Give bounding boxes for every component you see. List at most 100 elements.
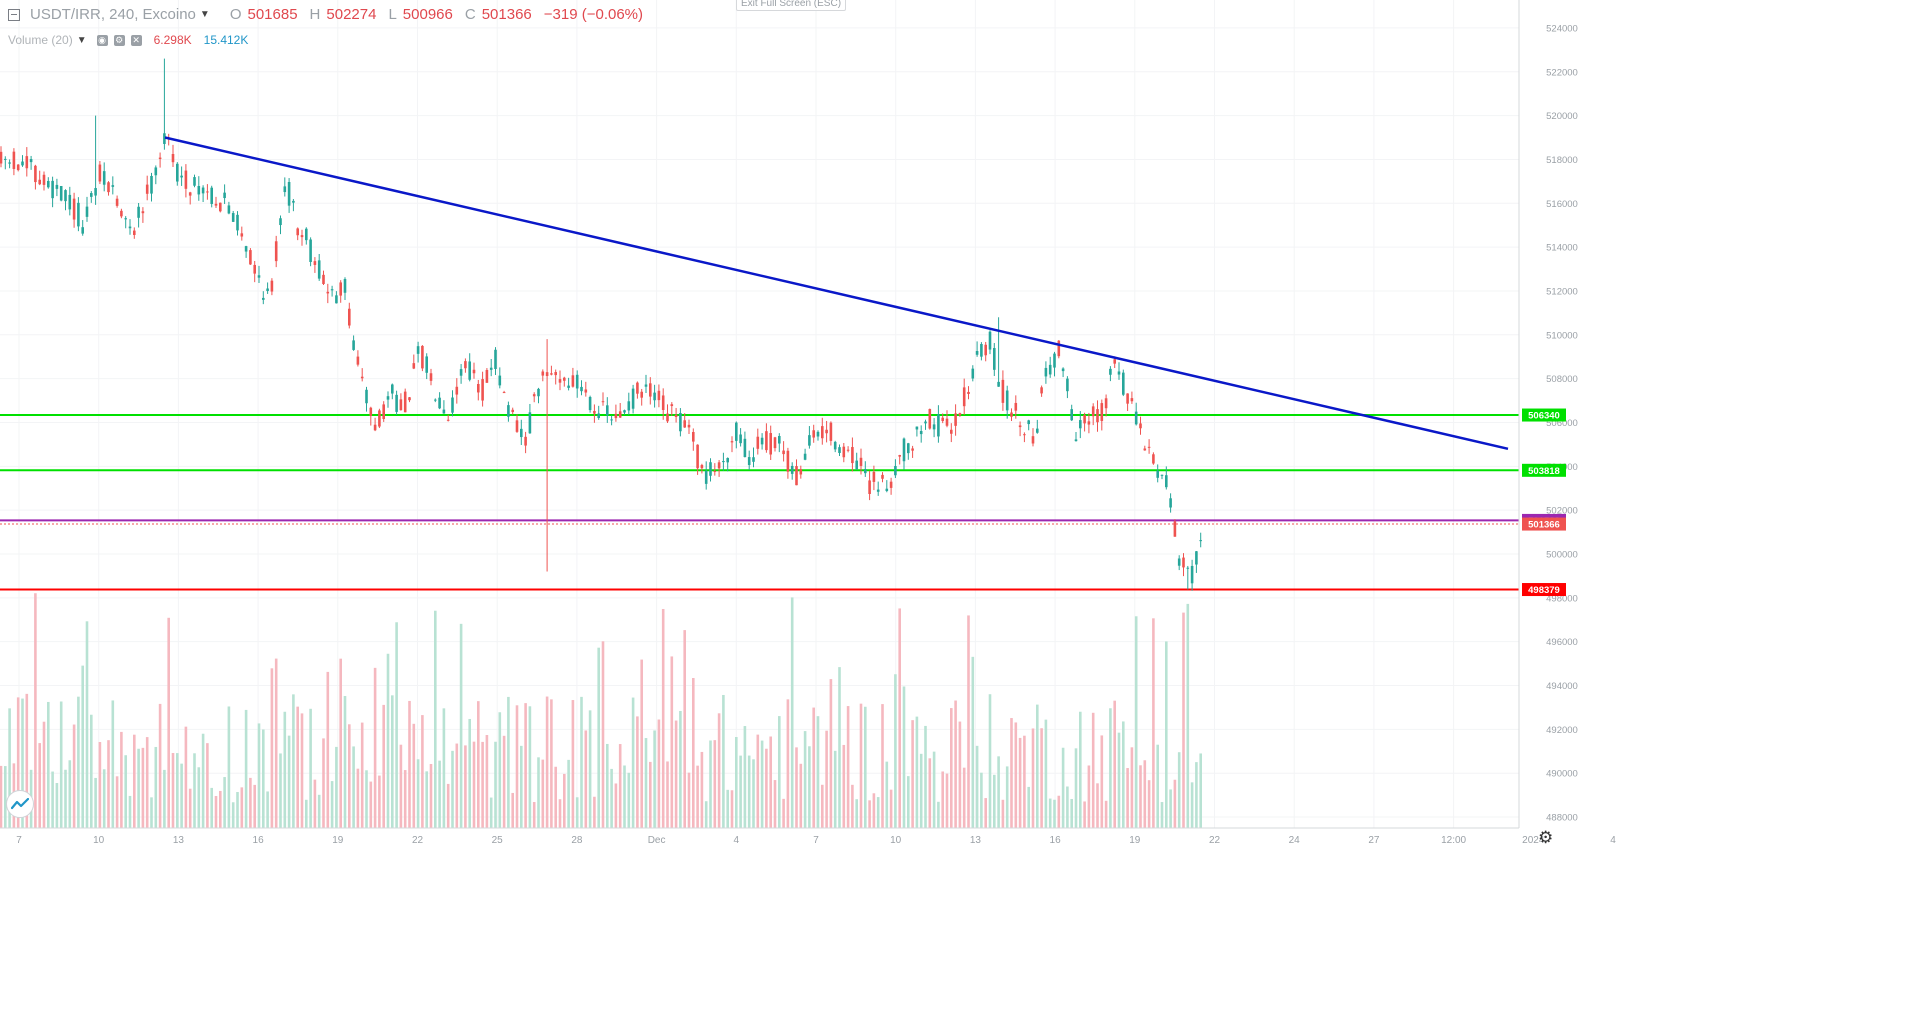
volume-chevron-icon[interactable]: ▼: [76, 34, 87, 46]
candle: [102, 162, 106, 192]
volume-bar: [434, 610, 437, 828]
price-tick-label: 496000: [1546, 637, 1578, 648]
volume-bar: [1143, 760, 1147, 828]
candle: [696, 444, 699, 475]
candle: [223, 184, 226, 204]
volume-bar: [588, 710, 592, 828]
volume-bar: [696, 765, 699, 828]
volume-bar: [1195, 762, 1198, 828]
candle: [924, 419, 927, 430]
volume-bar: [541, 759, 545, 828]
volume-bar: [1139, 765, 1142, 828]
candle: [1199, 532, 1202, 548]
candle: [1048, 356, 1052, 378]
time-axis[interactable]: 7 10 13 16 19 22 25 28 Dec 4 7 10 13 16 19 22 24 27 12:00 2…: [16, 835, 1616, 846]
candle: [214, 196, 218, 208]
candle: [408, 397, 411, 403]
volume-bar: [137, 748, 140, 828]
candle: [72, 192, 76, 228]
volume-bar: [1091, 712, 1095, 828]
candle: [34, 164, 37, 190]
volume-bar: [898, 608, 901, 828]
price-line-label: 501366: [1522, 517, 1566, 531]
candle: [464, 358, 467, 373]
price-tick-label: 508000: [1546, 374, 1578, 385]
exit-fullscreen-button[interactable]: Exit Full Screen (ESC): [736, 0, 847, 11]
volume-bar: [498, 712, 502, 828]
volume-bar: [782, 798, 785, 828]
logo-icon[interactable]: [6, 790, 34, 818]
collapse-legend-icon[interactable]: [8, 8, 20, 21]
low-value: 500966: [402, 6, 453, 23]
eye-icon[interactable]: ◉: [96, 34, 108, 46]
candle: [1040, 385, 1043, 397]
time-tick-label: 19: [332, 835, 344, 846]
volume-label[interactable]: Volume (20): [8, 33, 73, 47]
candle: [352, 335, 355, 351]
gear-icon[interactable]: ⚙: [113, 34, 125, 46]
candlesticks: [0, 58, 1202, 591]
price-axis[interactable]: 488000 490000 492000 494000 496000 498000 5000…: [1546, 23, 1578, 823]
candle: [274, 235, 278, 268]
candle: [872, 465, 876, 491]
symbol-title[interactable]: USDT/IRR, 240, Excoino: [30, 6, 196, 23]
candle: [472, 362, 476, 379]
candle: [485, 368, 489, 383]
candle: [799, 465, 803, 479]
candle: [266, 282, 269, 294]
volume-bar: [1018, 737, 1022, 828]
candle: [876, 481, 880, 496]
candle: [395, 390, 398, 416]
candle: [971, 365, 975, 382]
volume-bar: [1044, 719, 1048, 828]
candle: [128, 219, 132, 235]
candle: [1070, 404, 1073, 422]
candle: [1156, 464, 1159, 483]
close-icon[interactable]: ✕: [130, 34, 142, 46]
price-tick-label: 518000: [1546, 155, 1578, 166]
settings-gear-icon[interactable]: ⚙: [1538, 828, 1554, 847]
volume-bar: [954, 700, 957, 828]
volume-bar: [47, 701, 50, 828]
candle: [1195, 550, 1198, 573]
candle: [567, 377, 570, 391]
volume-bar: [739, 755, 742, 828]
candle: [812, 424, 815, 443]
candle: [571, 367, 575, 388]
candle: [25, 147, 29, 177]
volume-bar: [253, 784, 256, 828]
candle: [649, 377, 652, 405]
volume-bar: [993, 774, 996, 828]
time-tick-label: 4: [1610, 835, 1616, 846]
volume-bar: [545, 696, 549, 828]
volume-bar: [808, 746, 811, 828]
volume-bar: [1057, 795, 1061, 828]
volume-bar: [1048, 798, 1052, 828]
volume-bar: [735, 737, 738, 828]
volume-bar: [150, 797, 153, 828]
trendline-layer[interactable]: [164, 136, 1509, 451]
volume-bar: [494, 741, 497, 828]
horizontal-lines[interactable]: [0, 414, 1519, 591]
candle: [326, 283, 330, 304]
volume-bar: [1147, 780, 1151, 828]
candle: [1057, 340, 1061, 359]
volume-bar: [537, 757, 540, 828]
candle: [911, 445, 914, 458]
candle: [653, 384, 656, 408]
candle: [631, 384, 635, 414]
volume-bar: [1122, 721, 1125, 828]
volume-bar: [649, 761, 652, 828]
candle: [171, 144, 175, 167]
candle: [1061, 367, 1065, 378]
candle: [666, 404, 669, 424]
candle: [16, 164, 20, 172]
chevron-down-icon[interactable]: ▼: [199, 9, 210, 20]
volume-bar: [984, 798, 987, 828]
candle: [507, 401, 510, 422]
volume-bar: [597, 647, 600, 828]
volume-bar: [373, 667, 377, 828]
trendline[interactable]: [164, 136, 1509, 451]
candle: [455, 378, 459, 404]
